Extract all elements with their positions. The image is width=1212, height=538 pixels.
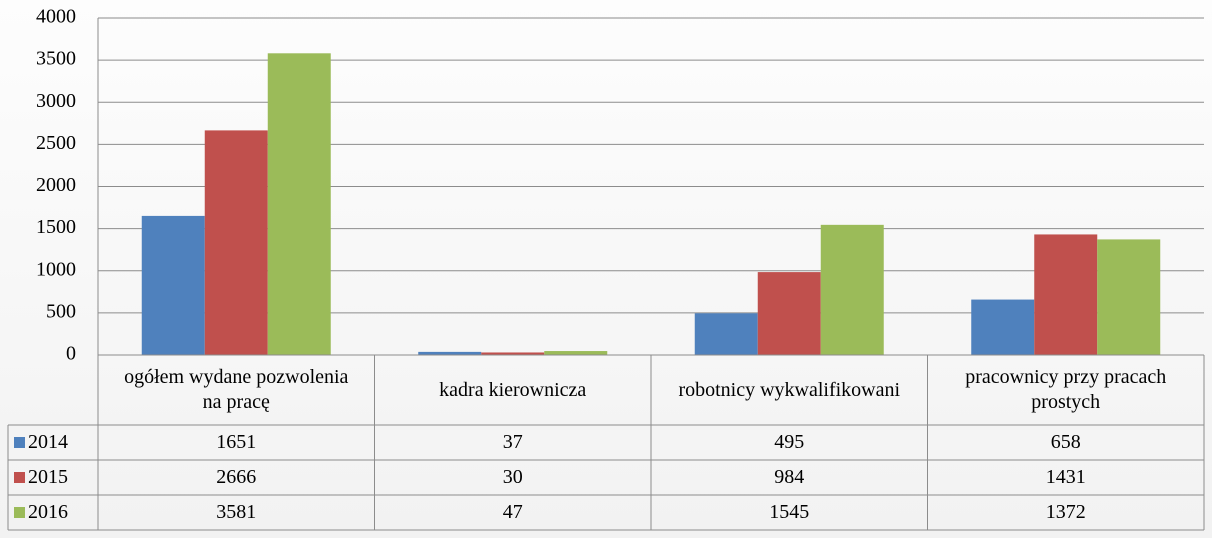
y-tick-label: 3000: [36, 90, 76, 112]
table-value: 30: [502, 466, 523, 488]
table-value: 47: [502, 501, 523, 523]
table-value: 2666: [216, 466, 257, 488]
table-value: 658: [1050, 431, 1081, 453]
bar: [204, 130, 268, 355]
table-value: 37: [502, 431, 523, 453]
y-tick-label: 500: [46, 300, 76, 322]
y-tick-label: 1000: [36, 258, 76, 280]
table-value: 3581: [216, 501, 257, 523]
y-tick-label: 2000: [36, 174, 76, 196]
table-value: 1372: [1045, 501, 1086, 523]
bar: [694, 313, 758, 355]
bar: [1097, 239, 1161, 355]
y-tick-label: 3500: [36, 48, 76, 70]
legend-swatch: [14, 507, 25, 518]
legend-entry: 2016: [8, 495, 98, 530]
y-tick-label: 4000: [36, 6, 76, 28]
y-tick-label: 2500: [36, 132, 76, 154]
bar: [544, 351, 608, 355]
bar: [1034, 234, 1098, 355]
x-tick-label: robotnicy wykwalifikowani: [678, 378, 901, 401]
table-value: 1431: [1045, 466, 1086, 488]
bar: [418, 351, 482, 355]
x-tick-label: pracownicy przy pracach prostych: [965, 366, 1167, 413]
table-value: 1651: [216, 431, 257, 453]
x-tick-label: ogółem wydane pozwolenia na pracę: [124, 366, 349, 413]
bar: [971, 299, 1035, 355]
y-tick-label: 1500: [36, 216, 76, 238]
bar: [481, 352, 545, 355]
bar: [757, 272, 821, 355]
table-value: 1545: [769, 501, 810, 523]
legend-swatch: [14, 437, 25, 448]
legend-swatch: [14, 472, 25, 483]
table-value: 984: [774, 466, 805, 488]
table-value: 495: [774, 431, 805, 453]
legend-label: 2015: [28, 466, 68, 488]
bar: [267, 53, 331, 355]
y-tick-label: 0: [66, 343, 76, 365]
legend-label: 2016: [28, 501, 68, 523]
legend-entry: 2015: [8, 460, 98, 495]
x-tick-label: kadra kierownicza: [439, 378, 587, 401]
bar: [820, 224, 884, 355]
bar: [141, 215, 205, 355]
legend-label: 2014: [28, 431, 68, 453]
legend-entry: 2014: [8, 425, 98, 460]
